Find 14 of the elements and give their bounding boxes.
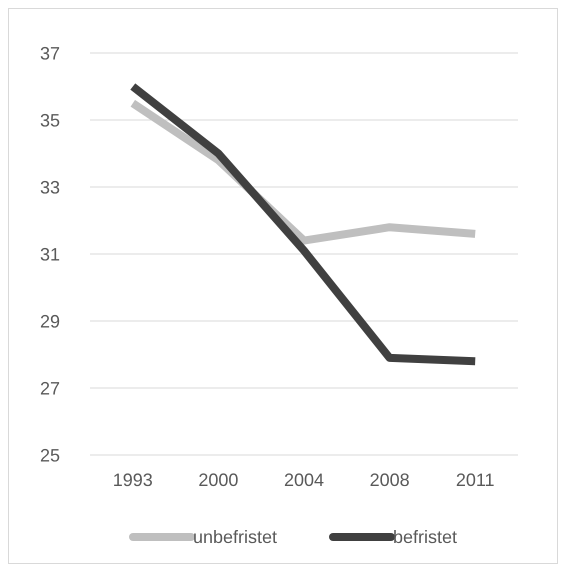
legend-label: unbefristet	[193, 527, 278, 547]
y-tick-label: 27	[40, 378, 60, 398]
legend-label: befristet	[393, 527, 458, 547]
x-tick-label: 1993	[112, 470, 153, 490]
y-tick-label: 37	[40, 43, 60, 64]
y-tick-label: 33	[40, 177, 60, 198]
y-tick-label: 31	[40, 244, 60, 264]
y-tick-label: 35	[40, 110, 60, 130]
x-tick-label: 2000	[198, 470, 238, 490]
x-tick-label: 2004	[284, 470, 324, 490]
x-tick-label: 2011	[456, 470, 495, 490]
y-tick-label: 25	[40, 445, 60, 466]
y-tick-label: 29	[40, 311, 60, 332]
x-tick-label: 2008	[370, 470, 410, 490]
